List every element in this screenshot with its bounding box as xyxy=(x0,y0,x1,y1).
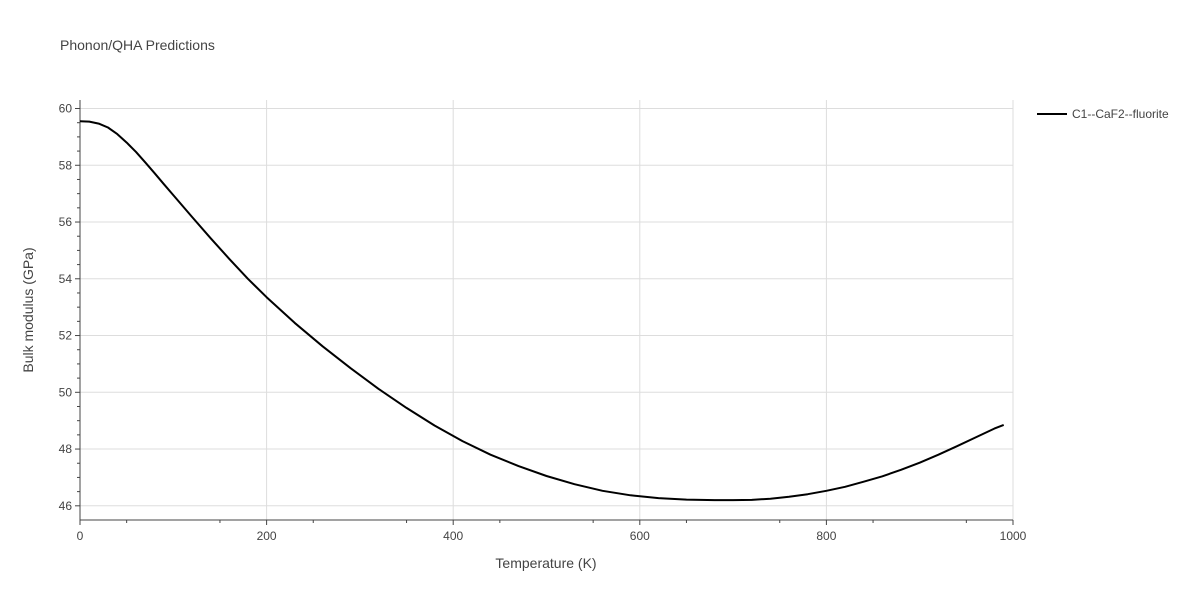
x-axis-label: Temperature (K) xyxy=(495,555,596,571)
y-tick-label: 48 xyxy=(59,442,73,456)
y-tick-label: 50 xyxy=(59,385,73,399)
x-tick-label: 800 xyxy=(816,529,836,543)
grid xyxy=(80,100,1014,520)
y-tick-label: 58 xyxy=(59,158,73,172)
plot-area xyxy=(79,120,1005,502)
x-tick-label: 1000 xyxy=(1000,529,1027,543)
x-tick-label: 200 xyxy=(257,529,277,543)
y-axis-label: Bulk modulus (GPa) xyxy=(20,247,36,372)
x-tick-label: 0 xyxy=(77,529,84,543)
y-tick-label: 46 xyxy=(59,499,73,513)
x-tick-label: 400 xyxy=(443,529,463,543)
legend-label: C1--CaF2--fluorite xyxy=(1072,107,1169,121)
x-axis-ticks: 0 200 400 600 800 1000 xyxy=(77,520,1027,543)
chart-title: Phonon/QHA Predictions xyxy=(60,37,215,53)
legend[interactable]: C1--CaF2--fluorite xyxy=(1037,107,1169,121)
y-axis-ticks: 46 48 50 52 54 56 58 60 xyxy=(59,102,80,513)
axes xyxy=(79,100,1013,521)
series-line xyxy=(79,120,1005,502)
x-tick-label: 600 xyxy=(630,529,650,543)
y-tick-label: 56 xyxy=(59,215,73,229)
y-tick-label: 54 xyxy=(59,272,73,286)
y-tick-label: 52 xyxy=(59,329,73,343)
y-tick-label: 60 xyxy=(59,102,73,116)
